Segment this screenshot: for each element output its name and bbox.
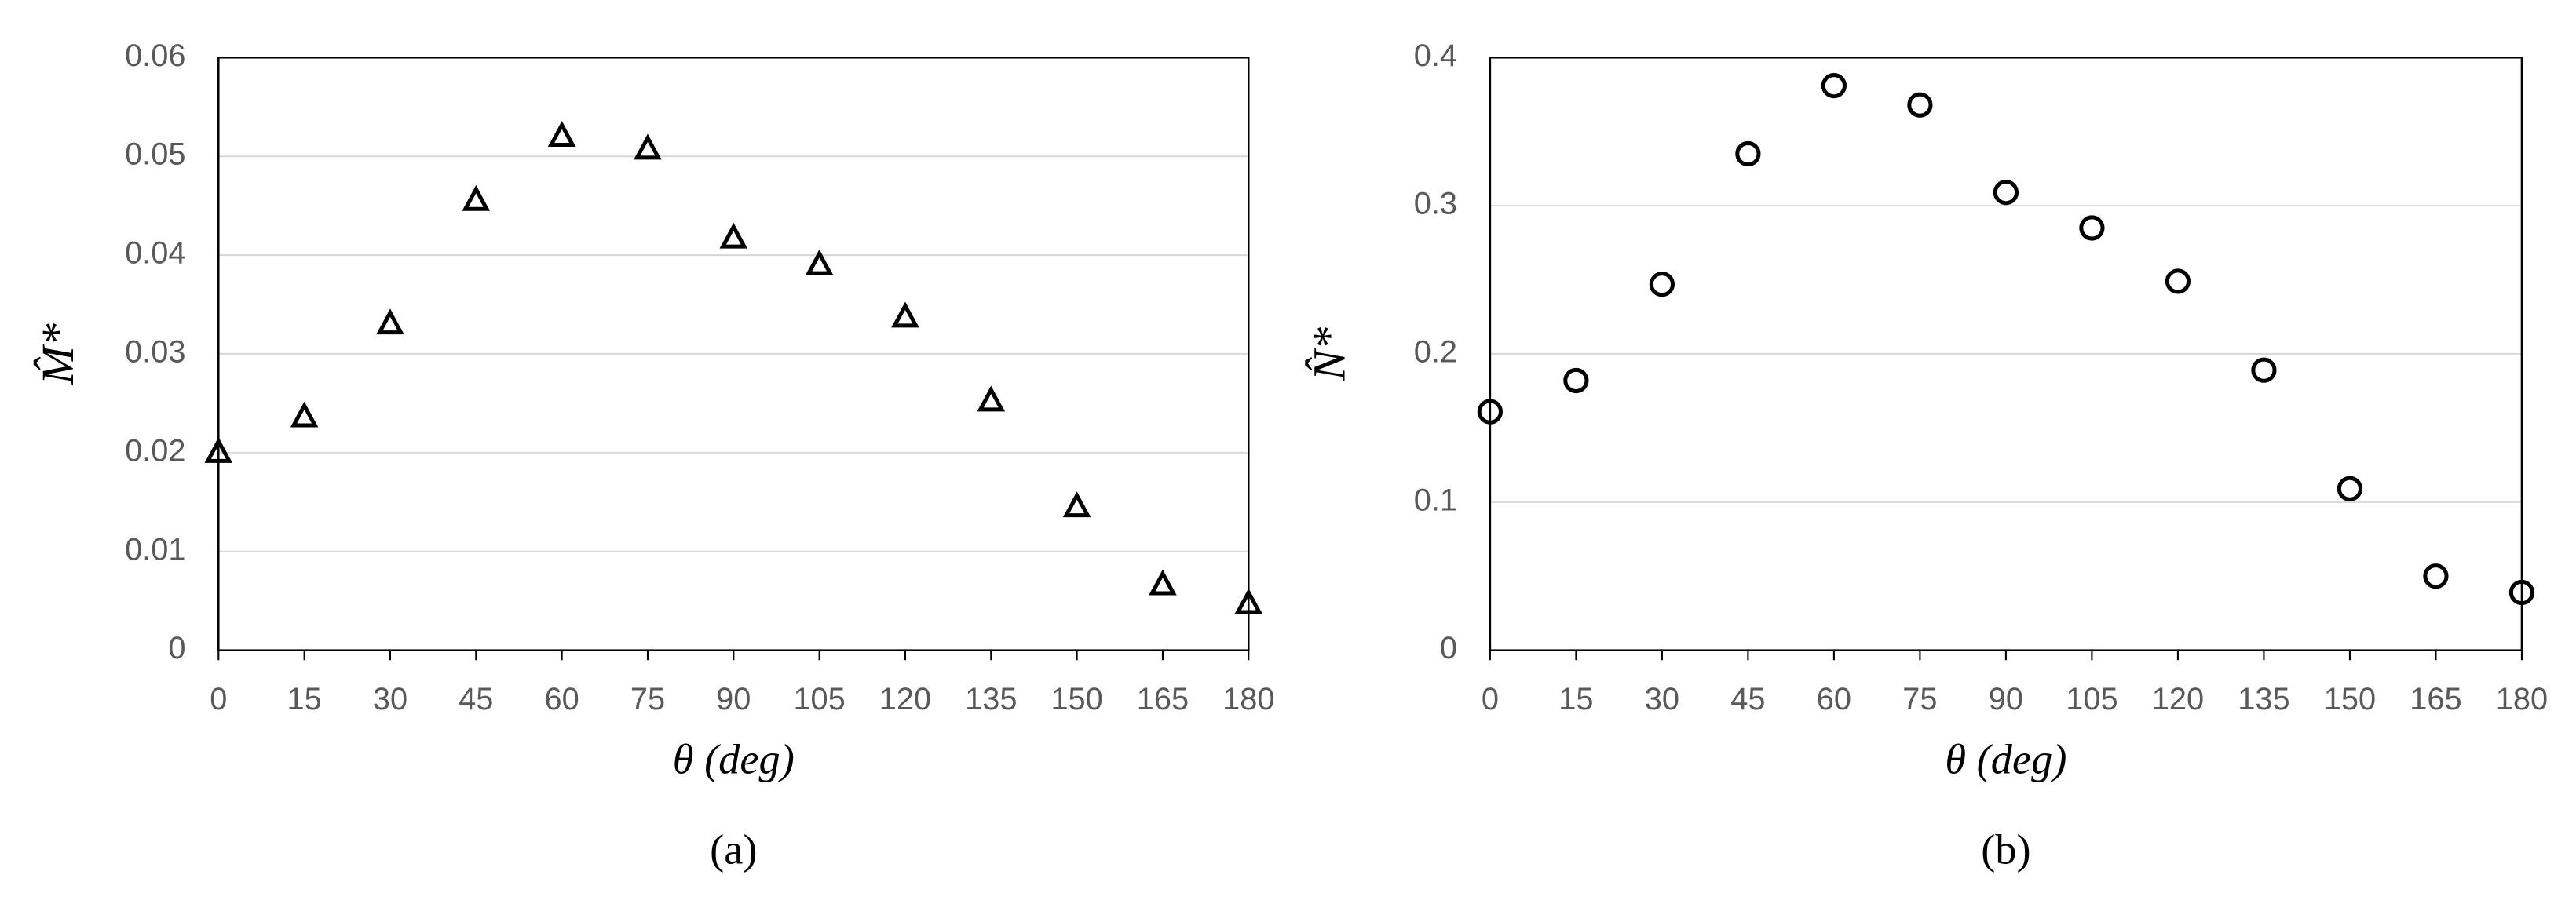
y-tick-label: 0 <box>1440 631 1457 665</box>
point <box>1907 92 1933 118</box>
point <box>376 308 404 335</box>
caption: (b) <box>1981 826 2030 873</box>
x-tick-label: 120 <box>2152 682 2204 716</box>
x-tick-label: 0 <box>1482 682 1499 716</box>
x-tick-label: 135 <box>965 682 1017 716</box>
x-tick-label: 165 <box>1137 682 1189 716</box>
point <box>1477 399 1503 425</box>
x-tick-label: 180 <box>2496 682 2548 716</box>
point <box>2251 357 2277 383</box>
x-tick-label: 60 <box>1817 682 1851 716</box>
x-tick-label: 15 <box>1558 682 1593 716</box>
point <box>1062 491 1091 518</box>
x-tick-label: 75 <box>1902 682 1937 716</box>
x-tick-label: 45 <box>1730 682 1765 716</box>
x-tick-label: 135 <box>2238 682 2289 716</box>
x-tick-label: 15 <box>287 682 322 716</box>
x-tick-label: 150 <box>2324 682 2376 716</box>
point <box>1149 569 1177 596</box>
plot-frame <box>1489 56 2523 651</box>
x-tick-label: 105 <box>2066 682 2117 716</box>
point <box>1993 180 2019 206</box>
x-tick-label: 90 <box>716 682 751 716</box>
point <box>1821 73 1847 99</box>
point <box>1563 367 1589 394</box>
x-tick-label: 150 <box>1050 682 1102 716</box>
y-axis-label: M̂* <box>32 323 83 385</box>
x-tick-label: 30 <box>1645 682 1679 716</box>
y-tick-label: 0.03 <box>125 334 185 369</box>
y-tick-label: 0 <box>168 631 185 665</box>
y-tick-label: 0.06 <box>125 38 185 73</box>
point <box>2079 215 2105 241</box>
y-tick-label: 0.4 <box>1414 38 1457 73</box>
caption: (a) <box>710 826 757 873</box>
point <box>204 436 233 463</box>
point <box>2423 563 2449 589</box>
point <box>2508 579 2535 606</box>
point <box>634 133 662 160</box>
x-axis-label: θ (deg) <box>673 736 795 783</box>
point <box>547 121 576 147</box>
y-tick-label: 0.02 <box>125 433 185 468</box>
point <box>891 301 919 328</box>
y-tick-label: 0.2 <box>1414 334 1457 369</box>
y-tick-label: 0.1 <box>1414 483 1457 517</box>
point <box>719 222 748 249</box>
y-axis-label: N̂* <box>1304 326 1355 381</box>
point <box>2337 476 2363 501</box>
point <box>1649 272 1675 297</box>
point <box>805 249 834 275</box>
y-tick-label: 0.3 <box>1414 187 1457 221</box>
x-tick-label: 0 <box>210 682 227 716</box>
point <box>462 184 491 211</box>
x-tick-label: 75 <box>630 682 665 716</box>
point <box>1234 588 1263 614</box>
x-tick-label: 30 <box>373 682 407 716</box>
y-tick-label: 0.01 <box>125 532 185 567</box>
x-tick-label: 90 <box>1989 682 2023 716</box>
point <box>2165 268 2191 294</box>
y-tick-label: 0.04 <box>125 236 185 271</box>
x-tick-label: 165 <box>2410 682 2461 716</box>
y-tick-label: 0.05 <box>125 137 185 172</box>
point <box>290 401 319 428</box>
x-tick-label: 45 <box>459 682 493 716</box>
point <box>1735 140 1761 167</box>
x-tick-label: 120 <box>879 682 931 716</box>
x-tick-label: 105 <box>793 682 845 716</box>
plot-frame <box>217 56 1250 651</box>
x-tick-label: 180 <box>1222 682 1274 716</box>
point <box>977 385 1006 412</box>
x-tick-label: 60 <box>545 682 579 716</box>
x-axis-label: θ (deg) <box>1945 736 2066 783</box>
